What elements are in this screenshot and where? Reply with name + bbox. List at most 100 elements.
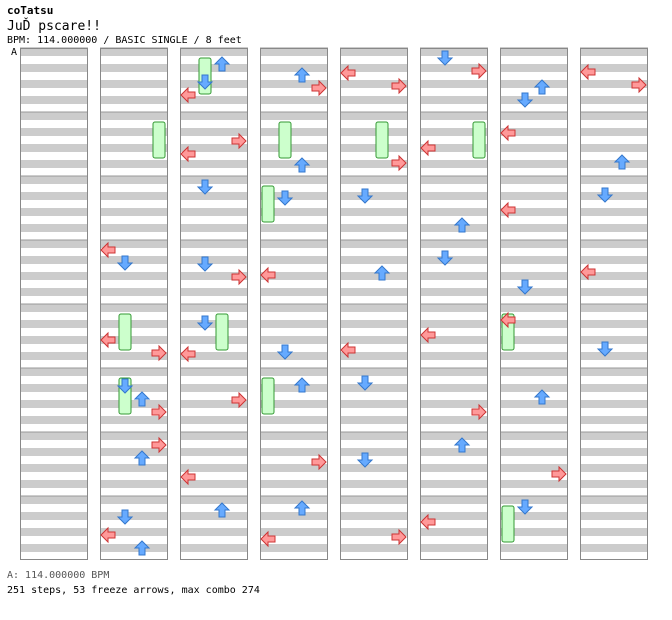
stripe	[340, 304, 408, 312]
song-title: JuĎ pscare!!	[7, 19, 101, 34]
stripe	[260, 512, 328, 520]
stripe	[260, 96, 328, 104]
stripe	[100, 144, 168, 152]
step-arrow	[500, 124, 516, 142]
stripe	[100, 464, 168, 472]
stripe	[580, 384, 648, 392]
stripe	[20, 368, 88, 376]
stripe	[260, 464, 328, 472]
stripe	[420, 480, 488, 488]
stripe	[100, 48, 168, 56]
stripe	[260, 352, 328, 360]
stripe	[580, 96, 648, 104]
stripe	[500, 512, 568, 520]
stripe	[20, 512, 88, 520]
stripe	[340, 288, 408, 296]
step-arrow	[516, 279, 534, 295]
stripe	[260, 64, 328, 72]
freeze-body	[472, 121, 486, 159]
stripe	[420, 80, 488, 88]
step-arrow	[500, 311, 516, 329]
stripe	[260, 144, 328, 152]
stripe	[420, 160, 488, 168]
stripe	[260, 432, 328, 440]
stripe	[340, 160, 408, 168]
stripe	[180, 144, 248, 152]
stripe	[580, 64, 648, 72]
stripe	[420, 176, 488, 184]
step-arrow	[151, 344, 167, 362]
step-arrow	[116, 509, 134, 525]
stripe	[500, 320, 568, 328]
stripe	[180, 256, 248, 264]
stripe	[340, 480, 408, 488]
stripe	[180, 128, 248, 136]
stripe	[340, 528, 408, 536]
stripe	[180, 240, 248, 248]
stripe	[180, 304, 248, 312]
stripe	[20, 256, 88, 264]
freeze-body	[152, 121, 166, 159]
stripe	[340, 448, 408, 456]
stripe	[260, 384, 328, 392]
stripe	[20, 272, 88, 280]
stripe	[420, 304, 488, 312]
step-arrow	[356, 375, 374, 391]
stripe	[20, 128, 88, 136]
chart-column-border	[340, 48, 408, 560]
step-arrow	[116, 378, 134, 394]
stripe	[420, 384, 488, 392]
stripe	[340, 112, 408, 120]
step-arrow	[196, 315, 214, 331]
stripe	[20, 96, 88, 104]
step-arrow	[231, 132, 247, 150]
stripe	[340, 208, 408, 216]
step-arrow	[100, 241, 116, 259]
stripe	[260, 128, 328, 136]
stripe	[580, 272, 648, 280]
step-arrow	[293, 157, 311, 173]
stripe	[20, 176, 88, 184]
stripe	[100, 416, 168, 424]
stripe	[500, 288, 568, 296]
step-arrow	[196, 256, 214, 272]
stripe	[100, 256, 168, 264]
step-arrow	[533, 389, 551, 405]
step-arrow	[340, 64, 356, 82]
stripe	[260, 160, 328, 168]
stripe	[100, 304, 168, 312]
stripe	[20, 336, 88, 344]
step-arrow	[373, 265, 391, 281]
stripe	[100, 272, 168, 280]
stripe	[180, 80, 248, 88]
stripe	[100, 496, 168, 504]
step-arrow	[196, 74, 214, 90]
stripe	[580, 336, 648, 344]
bpm-summary: A: 114.000000 BPM	[7, 570, 110, 581]
stripe	[580, 112, 648, 120]
stripe	[20, 320, 88, 328]
stripe	[260, 528, 328, 536]
stripe	[180, 352, 248, 360]
stripe	[100, 336, 168, 344]
stripe	[420, 144, 488, 152]
stripe	[180, 544, 248, 552]
stripe	[500, 192, 568, 200]
stripe	[580, 416, 648, 424]
stripe	[100, 480, 168, 488]
freeze-body	[118, 313, 132, 351]
stripe	[340, 352, 408, 360]
stripe	[260, 336, 328, 344]
stripe	[500, 256, 568, 264]
stripe	[20, 448, 88, 456]
stripe	[180, 480, 248, 488]
stripe	[420, 128, 488, 136]
step-arrow	[133, 450, 151, 466]
step-arrow	[151, 403, 167, 421]
stripe	[180, 400, 248, 408]
stripe	[260, 480, 328, 488]
stripe	[180, 496, 248, 504]
stripe	[340, 272, 408, 280]
step-arrow	[516, 92, 534, 108]
